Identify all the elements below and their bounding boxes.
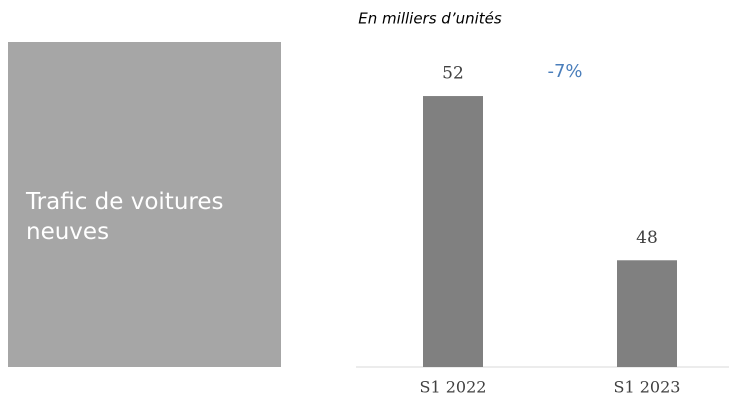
side-panel: Trafic de voitures neuves (8, 42, 281, 367)
x-tick-label: S1 2023 (614, 378, 681, 397)
value-label: 48 (636, 228, 658, 248)
value-label: 52 (442, 64, 464, 84)
chart-subtitle: En milliers d’unités (358, 10, 502, 28)
panel-label: Trafic de voitures neuves (26, 189, 224, 245)
x-tick-label: S1 2022 (420, 378, 487, 397)
bar (617, 260, 677, 367)
bar (423, 96, 483, 367)
annotation: -7% (547, 61, 582, 82)
